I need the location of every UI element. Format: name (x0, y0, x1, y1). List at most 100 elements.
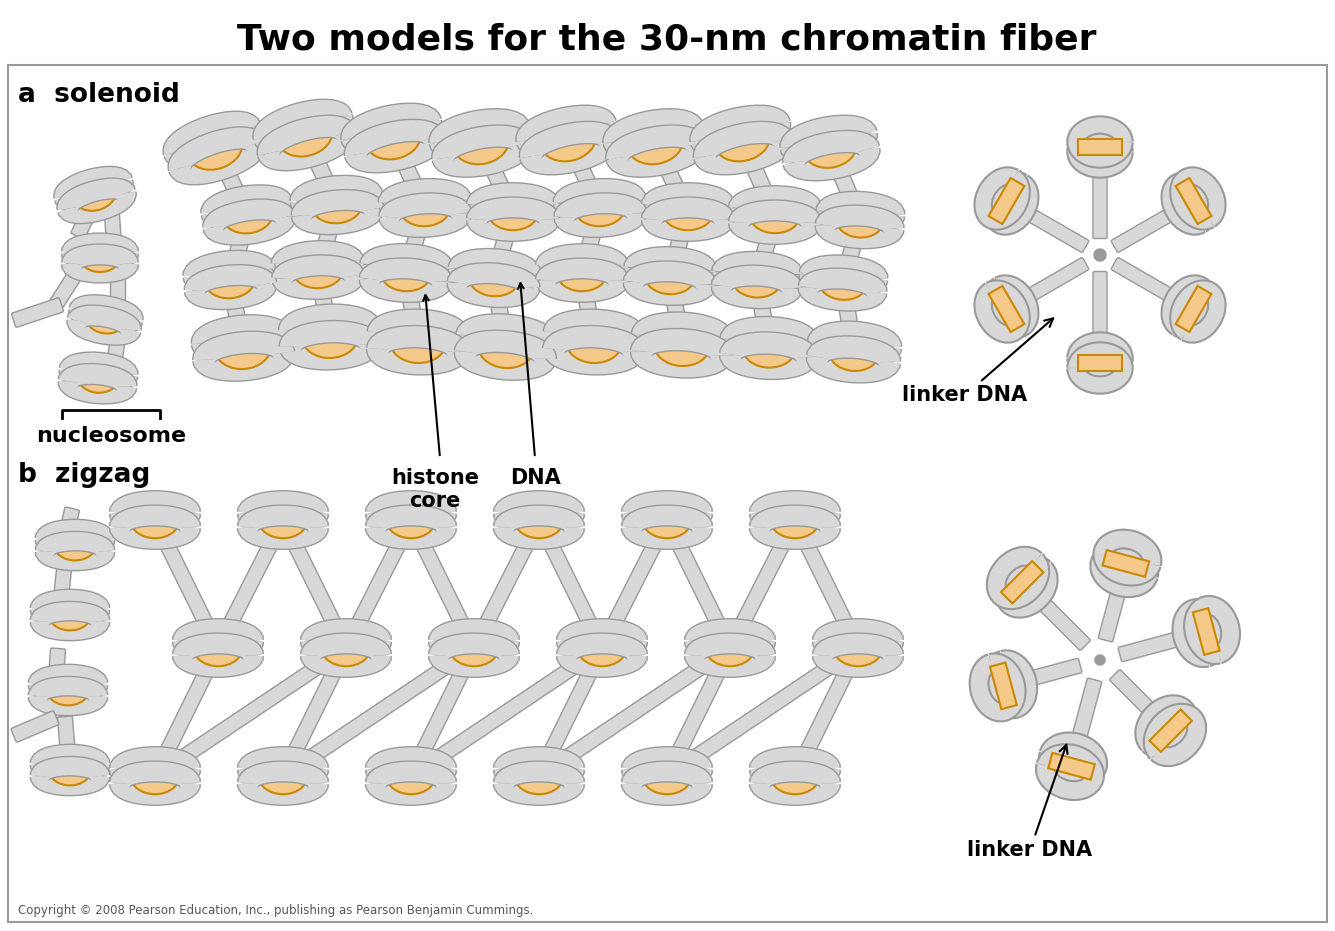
FancyBboxPatch shape (467, 516, 546, 653)
FancyBboxPatch shape (339, 516, 418, 653)
Text: linker DNA: linker DNA (902, 318, 1053, 405)
Ellipse shape (557, 255, 607, 291)
FancyBboxPatch shape (150, 641, 351, 783)
FancyBboxPatch shape (104, 213, 123, 262)
FancyBboxPatch shape (222, 211, 256, 283)
FancyBboxPatch shape (12, 298, 64, 327)
Ellipse shape (292, 251, 343, 289)
FancyBboxPatch shape (574, 270, 602, 344)
Bar (1176, 286, 1211, 332)
FancyBboxPatch shape (836, 217, 868, 286)
Ellipse shape (645, 258, 696, 294)
Ellipse shape (804, 128, 857, 168)
Bar (1077, 355, 1121, 371)
Ellipse shape (53, 530, 96, 560)
FancyBboxPatch shape (681, 338, 770, 355)
FancyBboxPatch shape (740, 133, 832, 155)
FancyBboxPatch shape (773, 208, 862, 227)
Bar (1077, 139, 1121, 155)
FancyBboxPatch shape (574, 205, 607, 277)
FancyBboxPatch shape (533, 643, 609, 780)
FancyBboxPatch shape (788, 643, 865, 780)
FancyBboxPatch shape (788, 516, 865, 653)
Ellipse shape (188, 127, 243, 169)
FancyBboxPatch shape (228, 263, 320, 287)
Bar (1048, 753, 1095, 779)
Ellipse shape (390, 321, 446, 363)
Ellipse shape (642, 502, 692, 538)
Ellipse shape (215, 327, 271, 369)
Bar (1103, 550, 1149, 577)
Ellipse shape (750, 196, 800, 233)
Ellipse shape (654, 324, 710, 366)
FancyBboxPatch shape (71, 206, 97, 239)
Ellipse shape (49, 600, 91, 630)
Ellipse shape (80, 244, 120, 272)
FancyBboxPatch shape (51, 558, 72, 629)
Ellipse shape (450, 629, 498, 667)
FancyBboxPatch shape (595, 516, 674, 653)
FancyBboxPatch shape (756, 273, 845, 290)
Ellipse shape (487, 194, 538, 230)
FancyBboxPatch shape (298, 130, 344, 209)
Ellipse shape (770, 502, 820, 538)
FancyBboxPatch shape (276, 516, 352, 653)
Ellipse shape (770, 758, 820, 794)
FancyBboxPatch shape (581, 266, 672, 283)
Ellipse shape (380, 255, 431, 291)
Bar (1149, 709, 1192, 752)
FancyBboxPatch shape (212, 128, 307, 155)
FancyBboxPatch shape (45, 648, 65, 718)
Ellipse shape (575, 190, 625, 226)
FancyBboxPatch shape (534, 641, 736, 783)
Ellipse shape (514, 502, 563, 538)
Ellipse shape (820, 266, 866, 300)
Ellipse shape (514, 758, 563, 794)
FancyBboxPatch shape (57, 716, 76, 757)
FancyBboxPatch shape (598, 201, 690, 219)
FancyBboxPatch shape (1093, 272, 1107, 339)
FancyBboxPatch shape (768, 341, 856, 359)
Ellipse shape (259, 758, 307, 794)
FancyBboxPatch shape (148, 516, 226, 653)
FancyBboxPatch shape (222, 277, 251, 351)
FancyBboxPatch shape (836, 280, 862, 355)
FancyBboxPatch shape (398, 270, 426, 344)
Ellipse shape (733, 263, 781, 298)
FancyBboxPatch shape (505, 335, 595, 354)
FancyBboxPatch shape (208, 143, 255, 220)
Ellipse shape (836, 202, 884, 237)
FancyBboxPatch shape (662, 274, 690, 347)
Ellipse shape (204, 262, 255, 298)
FancyBboxPatch shape (406, 641, 607, 783)
Ellipse shape (75, 179, 116, 210)
FancyBboxPatch shape (822, 144, 868, 224)
FancyBboxPatch shape (328, 330, 419, 349)
FancyBboxPatch shape (310, 267, 338, 340)
Ellipse shape (642, 758, 692, 794)
Ellipse shape (578, 629, 626, 667)
FancyBboxPatch shape (659, 643, 737, 780)
FancyBboxPatch shape (662, 641, 862, 783)
FancyBboxPatch shape (686, 205, 777, 222)
Ellipse shape (714, 118, 770, 161)
FancyBboxPatch shape (653, 133, 744, 150)
Ellipse shape (322, 629, 371, 667)
Ellipse shape (566, 321, 622, 363)
FancyBboxPatch shape (1111, 258, 1175, 303)
FancyBboxPatch shape (405, 643, 481, 780)
Ellipse shape (77, 363, 119, 393)
FancyBboxPatch shape (749, 211, 782, 283)
Bar (1193, 608, 1220, 654)
FancyBboxPatch shape (1099, 589, 1125, 641)
Ellipse shape (302, 316, 358, 358)
FancyBboxPatch shape (398, 205, 433, 277)
Text: linker DNA: linker DNA (968, 745, 1092, 860)
FancyBboxPatch shape (310, 202, 344, 274)
Bar (988, 286, 1024, 332)
Ellipse shape (387, 502, 435, 538)
FancyBboxPatch shape (566, 133, 657, 150)
FancyBboxPatch shape (724, 516, 802, 653)
FancyBboxPatch shape (1025, 208, 1089, 252)
FancyBboxPatch shape (11, 711, 59, 742)
